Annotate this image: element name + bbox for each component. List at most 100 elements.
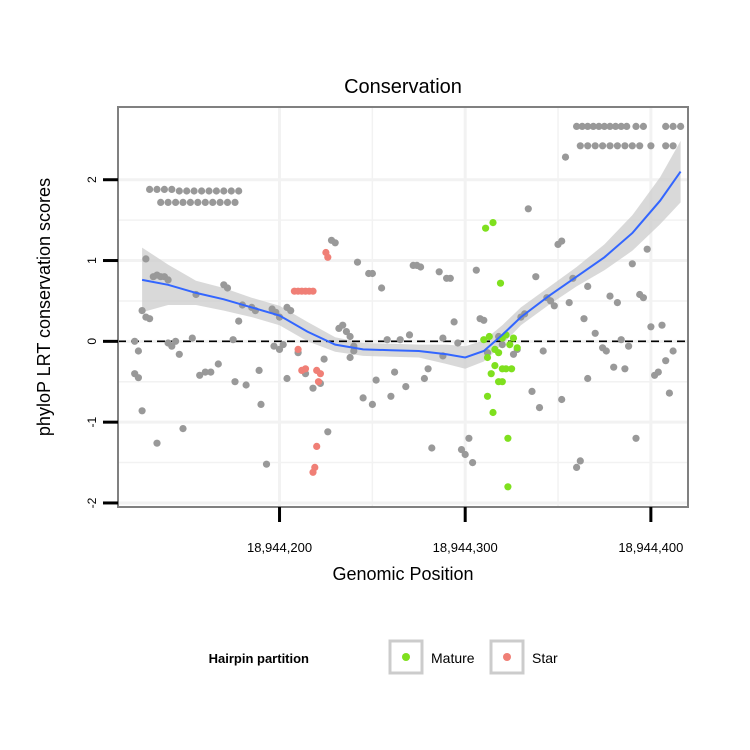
point-other-36 (257, 400, 265, 408)
point-other-plateaus-48 (647, 142, 655, 150)
point-other-116 (573, 463, 581, 471)
point-mature-19 (498, 378, 506, 386)
point-other-plateaus-43 (606, 142, 614, 150)
legend-title: Hairpin partition (209, 651, 309, 666)
x-axis: 18,944,200 18,944,300 18,944,400 (247, 507, 683, 555)
point-other-16 (168, 342, 176, 350)
point-other-plateaus-8 (205, 187, 213, 195)
legend: Hairpin partition Mature Star (209, 639, 558, 675)
point-mature-2 (496, 279, 505, 287)
point-other-114 (565, 299, 573, 307)
point-other-plateaus-28 (595, 122, 603, 130)
point-other-17 (172, 337, 180, 345)
data-points (131, 122, 685, 491)
point-mature-20 (483, 392, 492, 400)
point-other-126 (613, 299, 622, 307)
point-other-141 (669, 347, 677, 355)
point-mature-23 (504, 483, 512, 491)
point-other-73 (402, 383, 410, 391)
point-mature-21 (489, 408, 497, 417)
point-other-plateaus-47 (636, 142, 644, 150)
point-other-25 (214, 360, 222, 368)
point-other-plateaus-0 (146, 185, 154, 193)
point-other-49 (309, 384, 317, 392)
point-other-13 (164, 276, 172, 284)
point-other-60 (346, 353, 354, 362)
point-other-19 (179, 425, 187, 433)
point-other-118 (580, 315, 588, 323)
point-other-120 (584, 374, 592, 383)
point-other-46 (283, 374, 291, 383)
point-other-3 (131, 337, 139, 345)
point-other-91 (469, 459, 477, 467)
point-other-62 (353, 258, 362, 266)
point-other-63 (359, 394, 367, 402)
y-tick-label-3: 1 (85, 257, 99, 264)
point-mature-13 (487, 370, 495, 378)
point-other-65 (368, 269, 376, 278)
point-other-plateaus-14 (164, 198, 172, 206)
point-other-plateaus-22 (223, 198, 232, 206)
point-other-87 (454, 339, 462, 347)
point-other-plateaus-44 (613, 142, 622, 150)
point-other-7 (138, 407, 146, 415)
point-other-0 (138, 307, 146, 315)
point-other-plateaus-1 (153, 185, 161, 193)
point-mature-17 (508, 365, 516, 373)
point-other-69 (383, 336, 391, 344)
x-tick-label-1: 18,944,300 (433, 540, 498, 555)
point-other-45 (275, 345, 284, 353)
point-other-plateaus-11 (227, 187, 235, 195)
point-mature-14 (491, 362, 499, 370)
point-other-24 (207, 368, 215, 376)
point-other-29 (235, 317, 243, 325)
point-other-92 (472, 266, 480, 274)
point-other-plateaus-17 (186, 198, 194, 206)
point-other-58 (346, 332, 354, 341)
point-other-94 (480, 316, 488, 324)
x-tick-label-2: 18,944,400 (618, 540, 683, 555)
point-other-138 (658, 321, 666, 329)
y-axis-label: phyloP LRT conservation scores (34, 178, 54, 436)
point-other-plateaus-34 (632, 122, 640, 130)
point-other-plateaus-5 (183, 187, 191, 195)
point-other-plateaus-46 (628, 142, 636, 150)
point-other-plateaus-9 (212, 187, 220, 195)
point-other-51 (320, 355, 328, 363)
point-other-22 (196, 371, 204, 379)
point-other-plateaus-32 (617, 122, 625, 130)
point-other-82 (439, 334, 447, 342)
point-other-plateaus-15 (172, 198, 180, 206)
point-other-plateaus-37 (669, 122, 677, 130)
point-other-113 (561, 153, 570, 161)
point-other-plateaus-18 (194, 198, 202, 206)
point-other-14 (153, 439, 161, 447)
point-other-plateaus-3 (168, 185, 176, 193)
point-mature-5 (485, 332, 493, 341)
point-mature-16 (502, 365, 510, 373)
point-other-106 (539, 347, 547, 355)
point-star-16 (309, 468, 317, 476)
point-mature-7 (495, 349, 503, 357)
point-other-35 (255, 366, 263, 374)
point-other-plateaus-2 (160, 185, 168, 193)
point-other-52 (324, 428, 332, 436)
point-mature-1 (489, 219, 497, 227)
x-axis-label: Genomic Position (332, 564, 473, 584)
point-other-plateaus-30 (606, 122, 614, 130)
point-other-124 (606, 292, 614, 300)
point-other-128 (621, 365, 629, 373)
point-mature-12 (513, 344, 521, 352)
point-other-plateaus-20 (209, 198, 217, 206)
point-other-68 (378, 284, 386, 292)
point-other-129 (625, 342, 633, 350)
chart-title: Conservation (344, 76, 462, 98)
point-star-8 (294, 345, 302, 353)
point-other-plateaus-10 (220, 187, 228, 195)
panel-background (118, 107, 688, 507)
point-other-125 (610, 363, 618, 371)
point-other-plateaus-50 (669, 142, 677, 150)
grid (118, 107, 688, 507)
point-other-127 (617, 336, 625, 344)
